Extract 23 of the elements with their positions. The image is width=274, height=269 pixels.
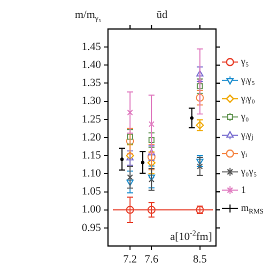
y-tick-label: 1.05 xyxy=(82,186,102,198)
y-tick-label: 1.10 xyxy=(82,168,102,180)
y-tick-label: 1.15 xyxy=(82,149,102,162)
legend-label: γ₀γ₅ xyxy=(240,166,257,178)
legend-label: γᵢγ₀ xyxy=(240,93,256,104)
y-tick-label: 1.30 xyxy=(82,95,102,108)
legend-label: γ₅ xyxy=(240,56,249,68)
y-tick-label: 1.00 xyxy=(82,204,102,216)
legend-label: 1 xyxy=(241,184,246,196)
chart-title: ūd xyxy=(156,8,168,21)
y-tick-label: 1.45 xyxy=(82,40,102,53)
x-tick-label: 8.5 xyxy=(193,253,208,266)
legend-label: γ₀ xyxy=(240,112,250,123)
y-tick-label: 1.20 xyxy=(82,131,102,144)
x-tick-label: 7.6 xyxy=(144,253,159,266)
y-tick-label: 0.95 xyxy=(82,222,102,234)
legend-label: γᵢ xyxy=(240,148,248,160)
legend-label: γᵢγ₅ xyxy=(240,75,255,86)
y-tick-label: 1.35 xyxy=(82,77,102,90)
y-tick-label: 1.25 xyxy=(82,113,102,126)
y-tick-label: 1.40 xyxy=(82,59,102,72)
legend-label: γᵢγⱼ xyxy=(240,130,254,141)
x-tick-label: 7.2 xyxy=(123,253,137,266)
